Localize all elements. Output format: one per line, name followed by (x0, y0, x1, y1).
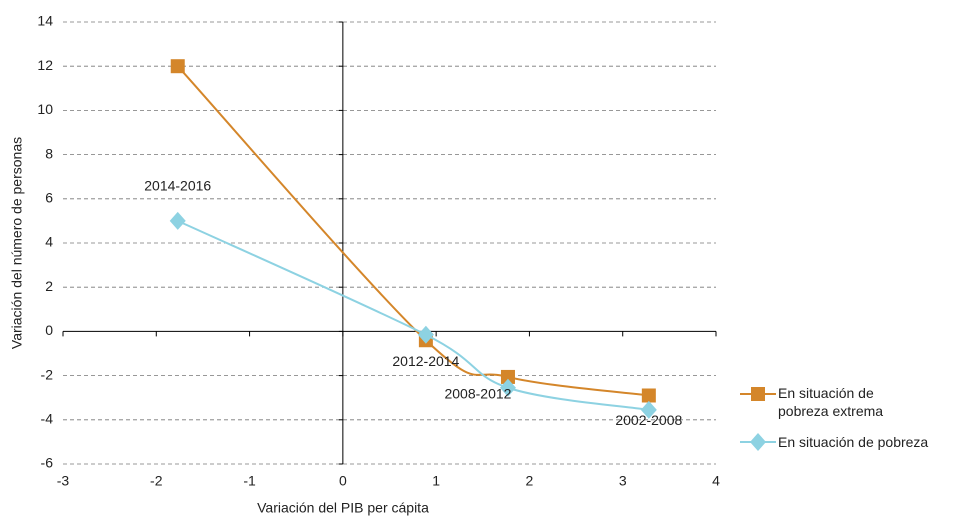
x-tick-label: -3 (57, 473, 70, 489)
x-tick-label: 0 (339, 473, 347, 489)
marker (170, 59, 185, 74)
marker (169, 211, 186, 230)
legend-marker (750, 433, 766, 451)
legend-swatch (740, 387, 776, 401)
x-axis-title: Variación del PIB per cápita (257, 500, 429, 516)
marker (500, 369, 515, 384)
legend-swatch (740, 433, 776, 451)
legend-label: En situación de pobreza extrema (778, 385, 884, 419)
y-tick-label: 2 (45, 278, 53, 294)
x-tick-label: 1 (432, 473, 440, 489)
y-axis-title: Variación del número de personas (9, 137, 25, 349)
x-tick-label: 4 (712, 473, 720, 489)
y-tick-label: -2 (41, 366, 54, 382)
point-label: 2012-2014 (392, 353, 459, 369)
y-tick-label: 14 (37, 13, 53, 29)
series-line (177, 219, 649, 411)
point-label: 2002-2008 (615, 412, 682, 428)
legend-item: En situación de pobreza extrema (738, 384, 928, 420)
y-tick-label: 0 (45, 322, 53, 338)
point-label: 2008-2012 (444, 386, 511, 402)
y-tick-label: -4 (41, 411, 54, 427)
y-tick-label: 8 (45, 145, 53, 161)
y-tick-label: 12 (37, 57, 53, 73)
x-tick-label: -2 (150, 473, 163, 489)
legend-item: En situación de pobreza (738, 432, 928, 452)
series-line (176, 65, 649, 397)
legend-label: En situación de pobreza (778, 434, 929, 450)
legend: En situación de pobreza extrema En situac… (738, 384, 928, 464)
marker (499, 378, 516, 397)
legend-marker (751, 387, 765, 401)
y-tick-label: 6 (45, 190, 53, 206)
x-tick-label: 3 (619, 473, 627, 489)
point-label: 2014-2016 (144, 178, 211, 194)
marker (640, 400, 657, 419)
y-tick-label: 4 (45, 234, 53, 250)
y-tick-label: -6 (41, 455, 54, 471)
marker (417, 325, 434, 344)
x-tick-label: 2 (526, 473, 534, 489)
marker (641, 388, 656, 403)
y-tick-label: 10 (37, 101, 53, 117)
x-tick-label: -1 (243, 473, 256, 489)
